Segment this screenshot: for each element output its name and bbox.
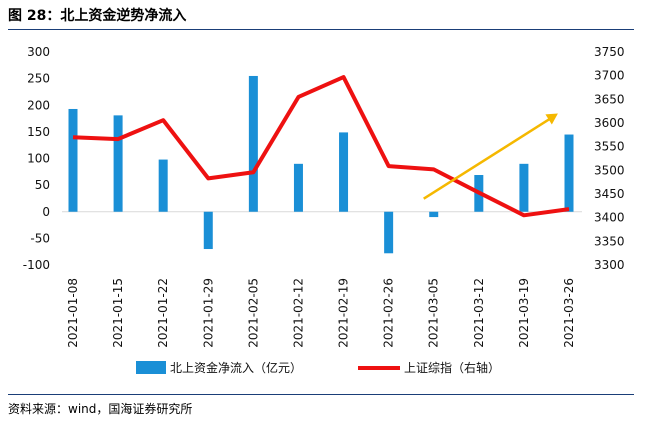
bar <box>113 115 123 212</box>
x-tick-label: 2021-02-05 <box>246 278 260 348</box>
bar <box>429 211 439 218</box>
left-tick-label: 200 <box>27 98 50 112</box>
right-axis: 3750 3700 3650 3600 3550 3500 3450 3400 3350 3300 <box>594 45 625 272</box>
x-tick-label: 2021-02-19 <box>337 278 351 348</box>
right-tick-label: 3450 <box>594 187 625 201</box>
right-tick-label: 3600 <box>594 116 625 130</box>
legend-line-label: 上证综指（右轴） <box>404 360 500 375</box>
bar-series <box>68 75 574 254</box>
left-tick-label: 250 <box>27 72 50 86</box>
left-tick-label: 0 <box>42 205 50 219</box>
x-tick-label: 2021-01-15 <box>111 278 125 348</box>
right-tick-label: 3650 <box>594 92 625 106</box>
right-tick-label: 3700 <box>594 69 625 83</box>
bar <box>564 134 574 212</box>
x-tick-label: 2021-03-26 <box>562 278 576 348</box>
x-tick-label: 2021-01-22 <box>156 278 170 348</box>
trend-arrow <box>423 113 558 200</box>
right-tick-label: 3500 <box>594 163 625 177</box>
x-tick-label: 2021-03-05 <box>427 278 441 348</box>
left-tick-label: -100 <box>23 258 50 272</box>
x-tick-label: 2021-02-26 <box>382 278 396 348</box>
left-tick-label: -50 <box>30 231 50 245</box>
right-tick-label: 3750 <box>594 45 625 59</box>
right-tick-label: 3400 <box>594 211 625 225</box>
x-tick-label: 2021-03-12 <box>472 278 486 348</box>
bottom-rule <box>8 394 634 395</box>
x-axis: 2021-01-08 2021-01-15 2021-01-22 2021-01-29… <box>66 278 576 348</box>
x-tick-label: 2021-01-29 <box>201 278 215 348</box>
bar <box>68 108 78 212</box>
bar <box>519 163 529 212</box>
left-tick-label: 300 <box>27 45 50 59</box>
left-tick-label: 100 <box>27 152 50 166</box>
right-tick-label: 3550 <box>594 140 625 154</box>
x-tick-label: 2021-01-08 <box>66 278 80 348</box>
bar <box>339 132 349 212</box>
bar <box>203 211 213 250</box>
bar <box>158 159 168 212</box>
bar <box>384 211 394 254</box>
legend-bar-swatch <box>136 361 166 374</box>
figure-title: 图 28：北上资金逆势净流入 <box>8 8 187 24</box>
right-tick-label: 3350 <box>594 234 625 248</box>
trend-arrow-shaft <box>423 116 553 200</box>
top-rule <box>8 29 634 30</box>
legend: 北上资金净流入（亿元） 上证综指（右轴） <box>136 360 500 375</box>
right-tick-label: 3300 <box>594 258 625 272</box>
left-tick-label: 50 <box>35 178 50 192</box>
x-tick-label: 2021-02-12 <box>291 278 305 348</box>
left-axis: 300 250 200 150 100 50 0 -50 -100 <box>23 45 50 272</box>
left-tick-label: 150 <box>27 125 50 139</box>
x-tick-label: 2021-03-19 <box>517 278 531 348</box>
source-note: 资料来源：wind，国海证券研究所 <box>8 402 193 416</box>
bar <box>293 163 303 212</box>
index-line <box>72 75 570 218</box>
bar <box>248 75 258 212</box>
legend-bar-label: 北上资金净流入（亿元） <box>170 360 302 375</box>
trend-arrow-head <box>545 113 558 125</box>
